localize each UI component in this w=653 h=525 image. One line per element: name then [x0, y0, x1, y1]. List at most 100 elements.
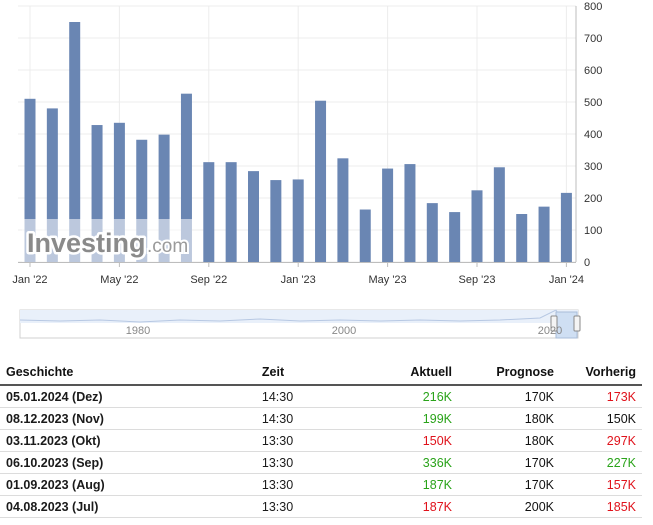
row-time: 14:30 [255, 385, 356, 408]
row-forecast: 170K [458, 473, 560, 496]
table-row: 05.01.2024 (Dez) 14:30 216K 170K 173K [0, 385, 642, 408]
row-previous: 297K [560, 429, 642, 452]
row-actual: 199K [356, 407, 458, 430]
bar[interactable] [426, 203, 438, 262]
bar[interactable] [382, 168, 394, 262]
bar-chart: Investing Investing .com .com 0 100 200 300… [12, 1, 602, 339]
bar[interactable] [315, 100, 327, 262]
y-tick-label: 200 [584, 193, 602, 205]
table-row: 06.10.2023 (Sep) 13:30 336K 170K 227K [0, 451, 642, 474]
row-date: 05.01.2024 (Dez) [0, 385, 256, 408]
bar[interactable] [113, 122, 125, 262]
row-forecast: 180K [458, 429, 560, 452]
table-header-row: Geschichte Zeit Aktuell Prognose Vorheri… [0, 360, 642, 386]
table-row: 03.11.2023 (Okt) 13:30 150K 180K 297K [0, 429, 642, 452]
row-time: 14:30 [255, 407, 356, 430]
bar[interactable] [337, 158, 349, 262]
x-tick-label: Jan '23 [281, 274, 316, 286]
row-previous: 150K [560, 407, 642, 430]
y-tick-label: 600 [584, 65, 602, 77]
row-actual: 187K [356, 473, 458, 496]
header-forecast: Prognose [458, 360, 560, 386]
table-body: 05.01.2024 (Dez) 14:30 216K 170K 173K 08.12.2… [0, 385, 642, 518]
row-forecast: 180K [458, 407, 560, 430]
y-tick-label: 400 [584, 129, 602, 141]
row-date: 04.08.2023 (Jul) [0, 495, 256, 518]
row-previous: 173K [560, 385, 642, 408]
y-tick-label: 700 [584, 33, 602, 45]
x-tick-label: May '23 [369, 274, 407, 286]
bar[interactable] [560, 192, 572, 262]
time-navigator[interactable]: 1980 2000 2020 [19, 309, 581, 339]
header-history: Geschichte [0, 360, 256, 386]
bar[interactable] [203, 162, 215, 262]
bar[interactable] [225, 162, 237, 262]
y-tick-label: 100 [584, 225, 602, 237]
header-actual: Aktuell [356, 360, 458, 386]
bar[interactable] [136, 139, 148, 262]
row-forecast: 170K [458, 451, 560, 474]
row-time: 13:30 [255, 473, 356, 496]
x-tick-label: Jan '24 [549, 274, 584, 286]
bar[interactable] [516, 214, 528, 262]
y-tick-label: 300 [584, 161, 602, 173]
bar[interactable] [248, 171, 259, 262]
x-tick-label: May '22 [100, 274, 138, 286]
navigator-label-2020: 2020 [538, 325, 562, 337]
history-table: Geschichte Zeit Aktuell Prognose Vorheri… [0, 360, 642, 518]
bar[interactable] [270, 180, 282, 262]
table-row: 08.12.2023 (Nov) 14:30 199K 180K 150K [0, 407, 642, 430]
navigator-series-band [20, 310, 578, 323]
watermark-dotcom-halo: .com [147, 236, 188, 257]
table-row: 01.09.2023 (Aug) 13:30 187K 170K 157K [0, 473, 642, 496]
y-axis-ticks: 0 100 200 300 400 500 600 700 800 [584, 1, 602, 269]
bar[interactable] [46, 108, 58, 263]
watermark-halo: Investing [27, 228, 146, 258]
row-date: 06.10.2023 (Sep) [0, 451, 256, 474]
watermark-text: Investing [27, 228, 146, 258]
row-actual: 336K [356, 451, 458, 474]
header-time: Zeit [255, 360, 356, 386]
row-forecast: 200K [458, 495, 560, 518]
bar[interactable] [91, 125, 103, 262]
table-row: 04.08.2023 (Jul) 13:30 187K 200K 185K [0, 495, 642, 518]
row-time: 13:30 [255, 429, 356, 452]
row-forecast: 170K [458, 385, 560, 408]
bar[interactable] [24, 98, 36, 262]
row-previous: 157K [560, 473, 642, 496]
watermark-dotcom: .com [147, 236, 188, 257]
y-tick-label: 800 [584, 1, 602, 13]
bars [24, 22, 572, 263]
x-tick-label: Jan '22 [12, 274, 47, 286]
x-tick-label: Sep '22 [190, 274, 227, 286]
watermark-backdrop [22, 219, 192, 262]
y-tick-label: 0 [584, 257, 590, 269]
navigator-label-1980: 1980 [126, 325, 150, 337]
bar[interactable] [292, 179, 304, 262]
row-actual: 150K [356, 429, 458, 452]
row-time: 13:30 [255, 495, 356, 518]
navigator-left-handle[interactable] [550, 315, 558, 332]
row-actual: 216K [356, 385, 458, 408]
header-previous: Vorherig [560, 360, 642, 386]
bar[interactable] [69, 22, 81, 262]
bar[interactable] [158, 134, 170, 262]
row-previous: 227K [560, 451, 642, 474]
row-date: 01.09.2023 (Aug) [0, 473, 256, 496]
bar[interactable] [538, 206, 550, 262]
navigator-right-handle[interactable] [573, 315, 581, 332]
row-date: 08.12.2023 (Nov) [0, 407, 256, 430]
y-tick-label: 500 [584, 97, 602, 109]
watermark-investing-logo: Investing Investing .com .com [22, 219, 192, 262]
bar[interactable] [493, 167, 505, 262]
x-axis-ticks: Jan '22 May '22 Sep '22 Jan '23 May '23 Sep '… [12, 262, 584, 286]
row-time: 13:30 [255, 451, 356, 474]
bar[interactable] [404, 164, 416, 262]
x-tick-label: Sep '23 [459, 274, 496, 286]
bar[interactable] [180, 93, 192, 263]
bar[interactable] [359, 209, 371, 262]
row-date: 03.11.2023 (Okt) [0, 429, 256, 452]
bar[interactable] [449, 212, 461, 262]
bar[interactable] [471, 190, 483, 262]
navigator-series-line [19, 309, 579, 323]
